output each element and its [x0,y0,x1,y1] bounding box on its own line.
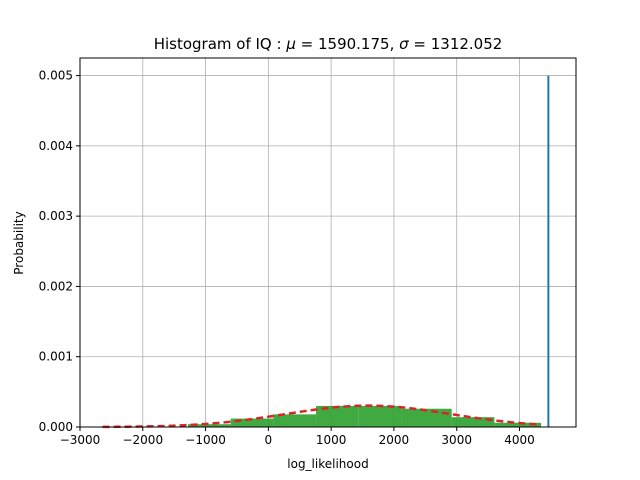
x-axis-label: log_likelihood [287,457,368,471]
y-tick-label: 0.001 [39,350,73,364]
plot-frame [79,57,577,428]
histogram-bar [187,424,231,427]
y-axis-label: Probability [12,211,26,274]
x-tick-label: 0 [265,433,273,447]
x-axis-ticks: −3000 −2000 −1000 0 1000 2000 3000 4000 [60,427,535,447]
histogram-bar [358,405,402,427]
histogram-bar [273,414,317,427]
histogram-bar [451,417,495,427]
normal-fit-curve [102,404,541,429]
x-tick-label: 2000 [379,433,410,447]
y-axis-ticks: 0.000 0.001 0.002 0.003 0.004 0.005 [39,69,80,434]
grid-lines [79,58,576,428]
histogram-bar [230,418,274,427]
histogram-bar [401,408,452,427]
normal-fit-curve-group [102,404,541,429]
x-tick-label: −2000 [122,433,163,447]
x-tick-label: 1000 [316,433,347,447]
histogram-bar [494,422,541,427]
histogram-bar [316,405,359,427]
y-tick-label: 0.003 [39,209,73,223]
histogram-bars [187,405,541,427]
y-tick-label: 0.005 [39,69,73,83]
y-tick-label: 0.002 [39,279,73,293]
chart-title: Histogram of IQ : μ = 1590.175, σ = 1312… [154,35,503,53]
x-tick-label: 3000 [441,433,472,447]
x-tick-label: −3000 [60,433,101,447]
x-tick-label: −1000 [185,433,226,447]
x-tick-label: 4000 [504,433,535,447]
y-tick-label: 0.000 [39,420,73,434]
y-tick-label: 0.004 [39,139,73,153]
